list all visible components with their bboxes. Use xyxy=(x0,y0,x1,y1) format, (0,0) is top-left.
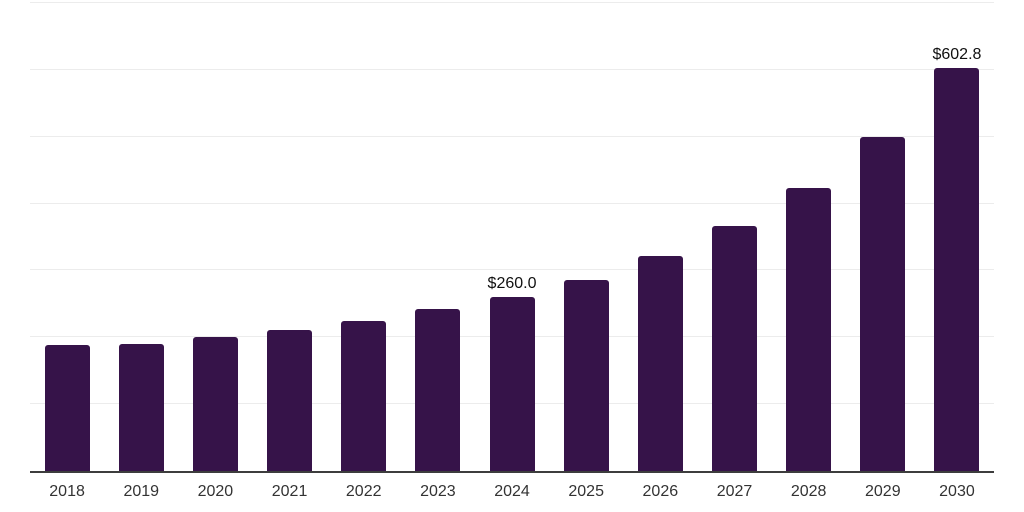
bar-slot-2022 xyxy=(327,2,401,471)
x-tick-label-2019: 2019 xyxy=(123,483,160,500)
x-tick-label-2029: 2029 xyxy=(865,483,901,500)
bar-2021 xyxy=(267,329,313,471)
bar-2024 xyxy=(489,297,535,471)
bar-2028 xyxy=(786,187,832,471)
bar-2030 xyxy=(934,68,980,471)
bar-slot-2023 xyxy=(401,2,475,471)
x-tick-label-2022: 2022 xyxy=(345,483,382,500)
bar-slot-2029 xyxy=(846,2,920,471)
x-tick-label-2026: 2026 xyxy=(642,483,679,500)
bar-2029 xyxy=(860,136,906,471)
x-tick-label-2018: 2018 xyxy=(49,483,85,500)
bar-2027 xyxy=(711,226,757,471)
bar-slot-2021 xyxy=(252,2,326,471)
x-tick-label-2021: 2021 xyxy=(271,483,308,500)
data-label-2030: $602.8 xyxy=(932,46,982,63)
gridline-600 xyxy=(30,68,994,70)
bar-slot-2026 xyxy=(623,2,697,471)
gridline-300 xyxy=(30,269,994,271)
x-tick-label-2020: 2020 xyxy=(197,483,234,500)
x-tick-label-2024: 2024 xyxy=(494,483,530,500)
bar-slot-2019 xyxy=(104,2,178,471)
bar-2018 xyxy=(44,345,90,471)
x-tick-label-2028: 2028 xyxy=(790,483,827,500)
gridline-400 xyxy=(30,202,994,204)
bar-2019 xyxy=(118,343,164,471)
bar-slot-2027 xyxy=(697,2,771,471)
bar-2026 xyxy=(637,256,683,471)
bar-slot-2028 xyxy=(772,2,846,471)
x-tick-label-2027: 2027 xyxy=(716,483,753,500)
gridline-700 xyxy=(30,2,994,3)
bar-slot-2025 xyxy=(549,2,623,471)
x-axis-labels: 2018 2019 2020 2021 2022 2023 2024 2025 2026 2027… xyxy=(30,483,994,501)
x-tick-label-2025: 2025 xyxy=(568,483,604,500)
bar-2022 xyxy=(341,321,387,471)
bar-2023 xyxy=(415,309,461,471)
bar-slot-2018 xyxy=(30,2,104,471)
x-tick-label-2030: 2030 xyxy=(939,483,975,500)
gridline-500 xyxy=(30,135,994,137)
bar-2020 xyxy=(192,336,238,471)
plot-area: $260.0 $602.8 xyxy=(30,2,994,473)
x-tick-label-2023: 2023 xyxy=(420,483,456,500)
bar-slot-2030: $602.8 xyxy=(920,2,994,471)
bar-slot-2024: $260.0 xyxy=(475,2,549,471)
bar-slot-2020 xyxy=(178,2,252,471)
bars: $260.0 $602.8 xyxy=(30,2,994,471)
data-label-2024: $260.0 xyxy=(487,275,537,293)
bar-2025 xyxy=(563,279,609,471)
